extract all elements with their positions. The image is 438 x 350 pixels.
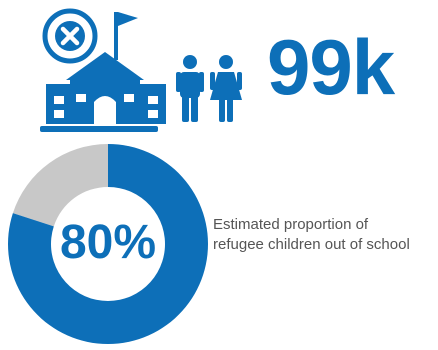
- donut-slice-out-of-school: [8, 144, 208, 344]
- donut-slice-remainder: [12, 144, 108, 227]
- chart-caption: Estimated proportion of refugee children…: [213, 215, 435, 255]
- donut-chart: [8, 144, 208, 344]
- donut-center-label: 80%: [59, 216, 157, 269]
- headline-value: 99k: [267, 23, 395, 111]
- children-icon: [176, 55, 242, 122]
- school-out-of-school-icon: [40, 8, 166, 132]
- caption-line-1: Estimated proportion of: [213, 216, 369, 233]
- caption-line-2: refugee children out of school: [213, 236, 410, 253]
